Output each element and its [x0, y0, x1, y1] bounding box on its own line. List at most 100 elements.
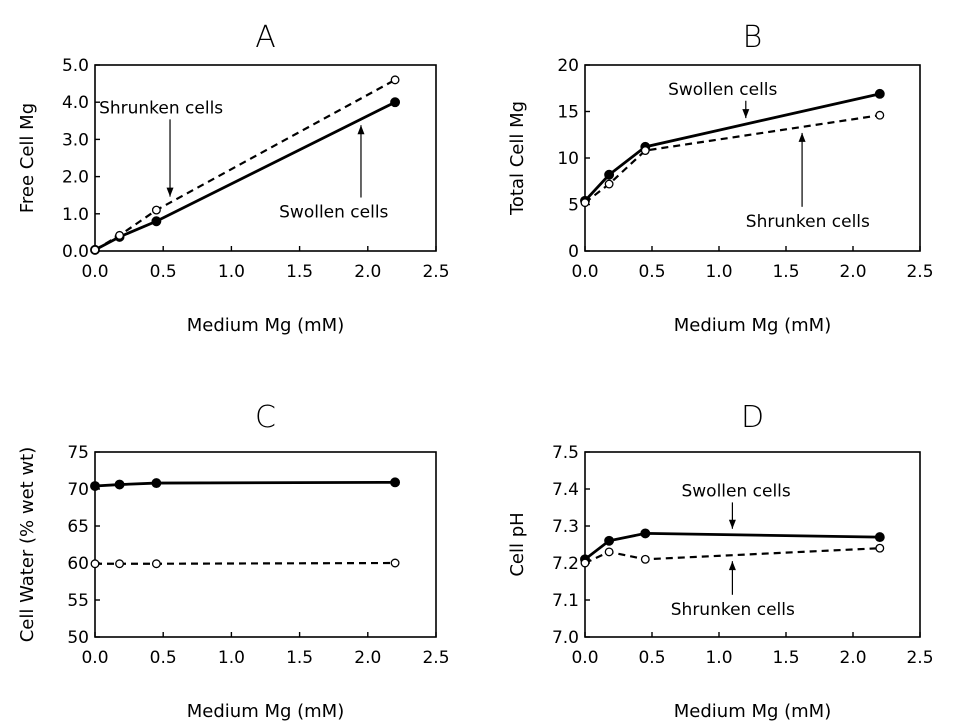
panel-a-x-tick-label: 1.0 [218, 262, 245, 282]
panel-d-shrunken-arrowhead [728, 561, 736, 571]
panel-c: C 0.0 0.5 1.0 1.5 2.0 2.5 50 55 60 65 70 75 Medium Mg… [17, 400, 450, 722]
panel-d-x-tick-label: 2.0 [839, 648, 866, 668]
panel-d-x-tick-label: 1.5 [772, 648, 799, 668]
panel-a-swollen-point [151, 216, 162, 227]
panel-b-x-axis-label: Medium Mg (mM) [674, 315, 831, 336]
panel-d-shrunken-point [580, 558, 590, 568]
panel-b-x-tick-label: 0.0 [571, 262, 598, 282]
panel-a-y-axis-label: Free Cell Mg [17, 103, 38, 213]
panel-b: B 0.0 0.5 1.0 1.5 2.0 2.5 0 5 10 15 20 Medium Mg (mM… [507, 20, 934, 336]
panel-a-shrunken-arrowhead [166, 187, 174, 197]
panel-c-shrunken-point [115, 559, 125, 569]
panel-d-x-tick-label: 2.5 [906, 648, 933, 668]
panel-b-y-tick-label: 20 [557, 56, 579, 76]
panel-d-y-tick-label: 7.5 [552, 443, 579, 463]
panel-d-y-tick-label: 7.0 [552, 628, 579, 648]
panel-b-y-tick-label: 5 [568, 196, 579, 216]
panel-d-x-tick-label: 0.5 [638, 648, 665, 668]
panel-a-y-tick-label: 5.0 [62, 56, 89, 76]
panel-c-shrunken-point [151, 559, 161, 569]
panel-c-y-tick-label: 60 [67, 554, 89, 574]
panel-b-swollen-annotation: Swollen cells [668, 80, 777, 100]
panel-d-y-tick-label: 7.3 [552, 517, 579, 537]
panel-c-y-tick-label: 65 [67, 517, 89, 537]
panel-a-shrunken-annotation: Shrunken cells [99, 98, 223, 118]
panel-d-swollen-line [584, 531, 880, 561]
panel-a-swollen-point [390, 97, 401, 108]
panel-b-shrunken-point [580, 198, 590, 208]
panel-d-x-axis-label: Medium Mg (mM) [674, 701, 831, 722]
panel-d-swollen-arrowhead [728, 519, 736, 529]
panel-b-x-tick-label: 0.5 [638, 262, 665, 282]
panel-a-y-tick-label: 4.0 [62, 93, 89, 113]
panel-a-x-axis-label: Medium Mg (mM) [187, 315, 344, 336]
panel-c-y-tick-label: 50 [67, 628, 89, 648]
panel-a-shrunken-point [151, 205, 161, 215]
panel-b-y-axis-label: Total Cell Mg [507, 101, 528, 216]
panel-b-y-tick-label: 10 [557, 149, 579, 169]
panel-b-shrunken-arrowhead [798, 132, 806, 142]
panel-a-y-tick-label: 3.0 [62, 130, 89, 150]
panel-b-x-tick-label: 2.0 [839, 262, 866, 282]
panel-d-swollen-annotation: Swollen cells [681, 481, 790, 501]
panel-a-shrunken-point [115, 230, 125, 240]
panel-b-x-tick-label: 2.5 [906, 262, 933, 282]
panel-d-shrunken-line [584, 547, 880, 564]
panel-a-x-tick-label: 2.5 [422, 262, 449, 282]
panel-a-x-tick-label: 0.0 [81, 262, 108, 282]
panel-d-x-tick-label: 1.0 [705, 648, 732, 668]
panel-a-title: A [255, 20, 276, 55]
panel-b-swollen-line [583, 92, 881, 202]
panel-d-title: D [741, 400, 764, 435]
panel-a-y-tick-label: 1.0 [62, 205, 89, 225]
panel-d-shrunken-point [640, 554, 650, 564]
panel-b-x-tick-label: 1.5 [772, 262, 799, 282]
panel-c-y-axis-label: Cell Water (% wet wt) [17, 447, 38, 643]
panel-c-title: C [255, 400, 276, 435]
panel-c-swollen-line [94, 480, 396, 488]
panel-b-shrunken-point [640, 146, 650, 156]
panel-c-x-tick-label: 2.5 [422, 648, 449, 668]
panel-b-y-tick-label: 0 [568, 242, 579, 262]
panel-c-swollen-point [114, 479, 125, 490]
panel-d-y-axis-label: Cell pH [507, 512, 528, 576]
panel-b-title: B [743, 20, 763, 55]
panel-c-x-tick-label: 2.0 [354, 648, 381, 668]
panel-c-y-tick-label: 75 [67, 443, 89, 463]
panel-d-y-tick-label: 7.1 [552, 591, 579, 611]
panel-c-swollen-point [390, 477, 401, 488]
panel-a-y-tick-label: 0.0 [62, 242, 89, 262]
panel-d-x-tick-label: 0.0 [571, 648, 598, 668]
panel-a-x-tick-label: 1.5 [286, 262, 313, 282]
panel-d-y-tick-label: 7.4 [552, 480, 579, 500]
panel-c-x-axis-label: Medium Mg (mM) [187, 701, 344, 722]
panel-a-y-tick-label: 2.0 [62, 168, 89, 188]
panel-d-shrunken-point [875, 543, 885, 553]
panel-c-x-tick-label: 1.5 [286, 648, 313, 668]
panel-a-shrunken-point [90, 245, 100, 255]
panel-a-shrunken-point [390, 75, 400, 85]
panel-a: A 0.0 0.5 1.0 1.5 2.0 2.5 0.0 1.0 2.0 3.0 4.0 5.0 Med… [17, 20, 450, 336]
panel-c-x-tick-label: 0.0 [81, 648, 108, 668]
panel-d-plot-frame [584, 451, 921, 638]
panel-c-swollen-point [151, 478, 162, 489]
panel-a-swollen-line [94, 100, 396, 252]
panel-d-shrunken-annotation: Shrunken cells [671, 600, 795, 620]
panel-a-shrunken-line [94, 78, 396, 251]
panel-a-x-tick-label: 0.5 [150, 262, 177, 282]
panel-c-x-tick-label: 0.5 [150, 648, 177, 668]
panel-a-swollen-arrowhead [357, 125, 365, 135]
panel-b-shrunken-point [604, 179, 614, 189]
panel-c-shrunken-line [95, 561, 396, 565]
panel-b-x-tick-label: 1.0 [705, 262, 732, 282]
panel-c-y-tick-label: 70 [67, 480, 89, 500]
panel-c-shrunken-point [90, 559, 100, 569]
panel-b-shrunken-point [875, 110, 885, 120]
panel-c-y-tick-label: 55 [67, 591, 89, 611]
panel-b-swollen-point [604, 169, 615, 180]
panel-c-shrunken-point [390, 558, 400, 568]
panel-b-swollen-arrowhead [742, 109, 750, 119]
panel-d-y-tick-label: 7.2 [552, 554, 579, 574]
panel-d-swollen-point [640, 528, 651, 539]
